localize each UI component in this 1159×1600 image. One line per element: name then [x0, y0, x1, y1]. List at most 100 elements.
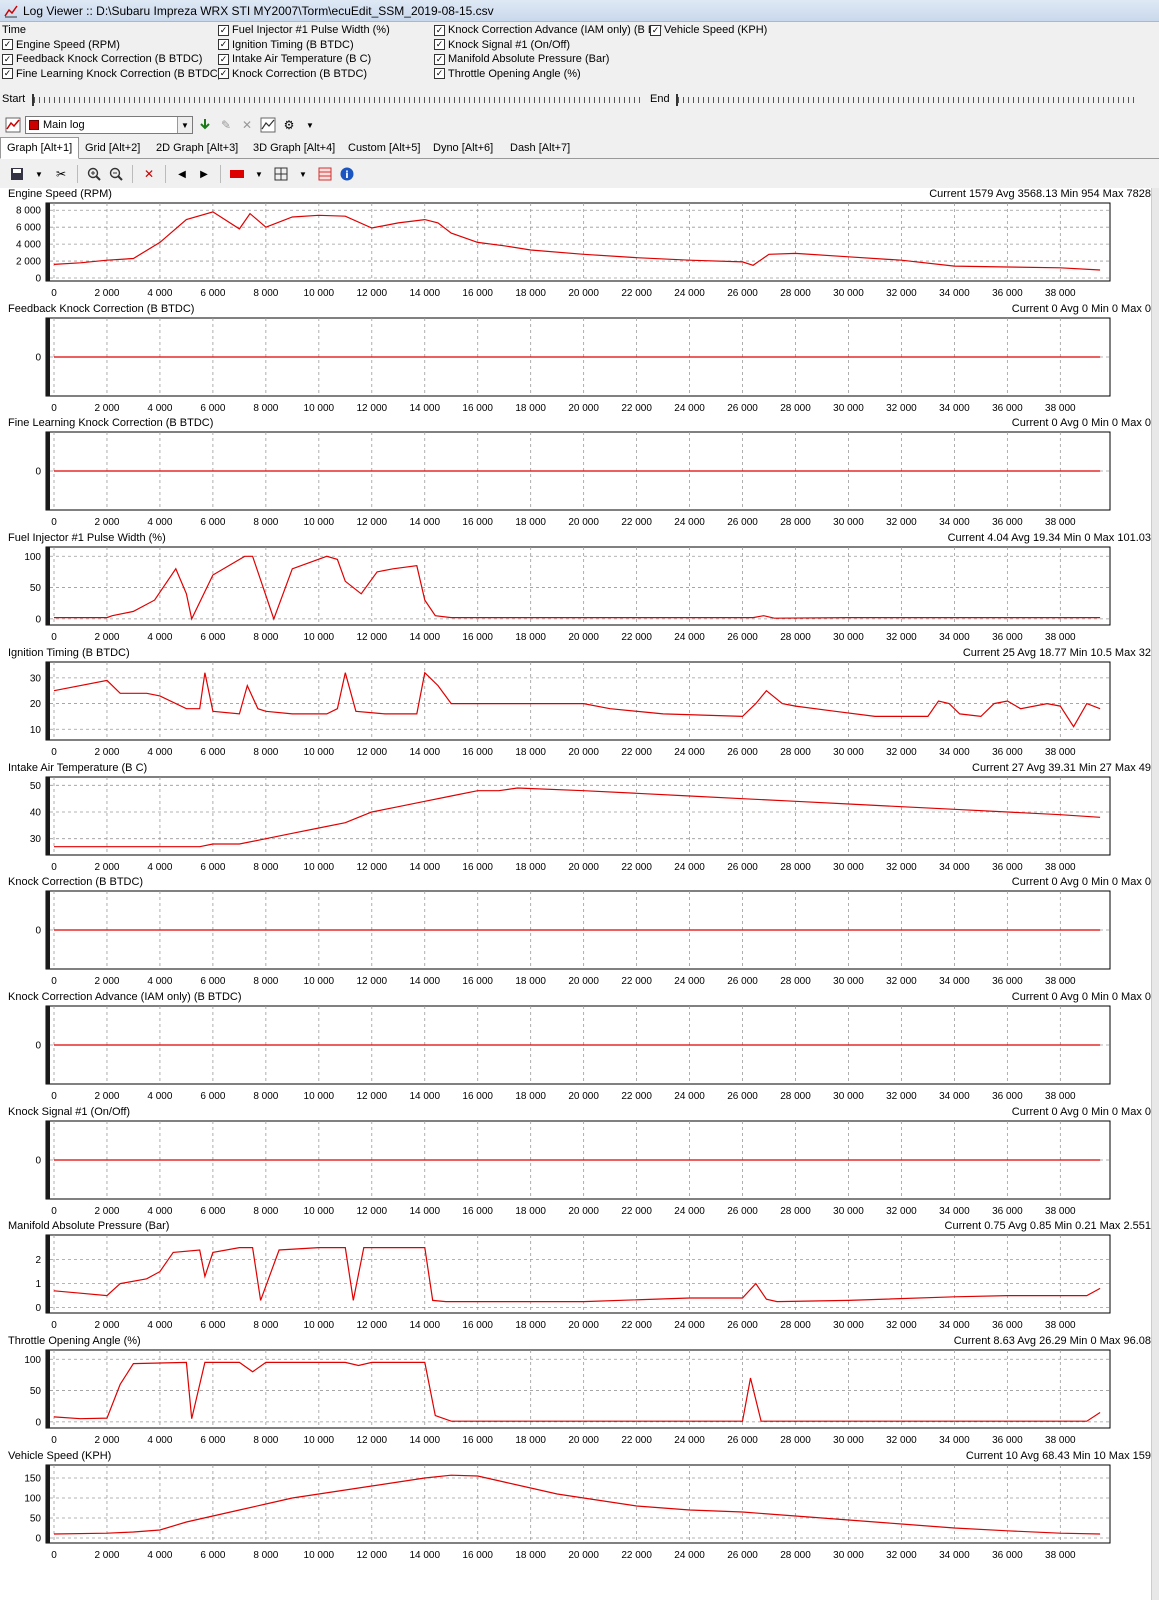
parameter-checkbox-8[interactable]: ✓ Knock Correction Advance (IAM only) (B …: [434, 24, 662, 36]
x-tick-label: 0: [51, 1320, 57, 1331]
checkbox-icon[interactable]: ✓: [218, 24, 229, 36]
x-tick-label: 4 000: [147, 1091, 172, 1102]
start-range-slider[interactable]: [32, 94, 642, 106]
parameter-checkbox-12[interactable]: ✓ Vehicle Speed (KPH): [650, 24, 767, 36]
graph-panel-8[interactable]: Knock Signal #1 (On/Off) Current 0 Avg 0 …: [0, 1106, 1159, 1221]
checkbox-icon[interactable]: ✓: [434, 53, 445, 65]
tab-0[interactable]: Graph [Alt+1]: [0, 137, 80, 159]
graph-plot[interactable]: 0 2 000 4 000 6 000 8 000 10 000 12 000 14 000 1…: [0, 876, 1159, 991]
graph-panel-6[interactable]: Knock Correction (B BTDC) Current 0 Avg 0…: [0, 876, 1159, 991]
parameter-checkbox-5[interactable]: ✓ Ignition Timing (B BTDC): [218, 39, 354, 51]
plot-left-bar: [46, 1464, 50, 1543]
graph-plot[interactable]: 0 2 000 4 000 6 000 8 000 10 000 12 000 14 000 1…: [0, 762, 1159, 877]
tab-4[interactable]: Custom [Alt+5]: [348, 142, 421, 154]
x-tick-label: 26 000: [727, 517, 758, 528]
x-tick-label: 10 000: [304, 1206, 335, 1217]
save-icon[interactable]: [8, 165, 26, 183]
tab-2[interactable]: 2D Graph [Alt+3]: [156, 142, 239, 154]
graph-plot[interactable]: 0 2 000 4 000 6 000 8 000 10 000 12 000 14 000 1…: [0, 1106, 1159, 1221]
close-log-icon[interactable]: ✕: [241, 118, 253, 132]
chevron-down-icon[interactable]: ▼: [255, 169, 263, 179]
graph-plot[interactable]: 0 2 000 4 000 6 000 8 000 10 000 12 000 14 000 1…: [0, 647, 1159, 762]
graph-plot[interactable]: 0 2 000 4 000 6 000 8 000 10 000 12 000 14 000 1…: [0, 991, 1159, 1106]
edit-log-icon[interactable]: ✎: [220, 118, 232, 132]
add-graph-icon[interactable]: [259, 116, 277, 134]
x-tick-label: 8 000: [253, 517, 278, 528]
checkbox-icon[interactable]: ✓: [218, 39, 229, 50]
checkbox-icon[interactable]: ✓: [2, 39, 13, 50]
graph-plot[interactable]: 0 2 000 4 000 6 000 8 000 10 000 12 000 14 000 1…: [0, 532, 1159, 647]
graph-mode-icon[interactable]: [4, 116, 22, 134]
zoom-out-icon[interactable]: [107, 165, 125, 183]
log-select[interactable]: Main log ▼: [25, 116, 193, 134]
graph-panel-7[interactable]: Knock Correction Advance (IAM only) (B B…: [0, 991, 1159, 1106]
vertical-scrollbar[interactable]: [1151, 188, 1159, 1600]
tab-5[interactable]: Dyno [Alt+6]: [433, 142, 494, 154]
parameter-checkbox-11[interactable]: ✓ Throttle Opening Angle (%): [434, 68, 581, 80]
x-tick-label: 20 000: [568, 976, 599, 987]
parameter-checkbox-9[interactable]: ✓ Knock Signal #1 (On/Off): [434, 39, 570, 51]
checkbox-icon[interactable]: ✓: [218, 53, 229, 65]
parameter-checkbox-1[interactable]: ✓ Engine Speed (RPM): [2, 39, 120, 51]
checkbox-icon[interactable]: ✓: [218, 68, 229, 79]
graph-panel-2[interactable]: Fine Learning Knock Correction (B BTDC) C…: [0, 417, 1159, 532]
tab-6[interactable]: Dash [Alt+7]: [510, 142, 571, 154]
chevron-down-icon[interactable]: ▼: [306, 120, 314, 130]
checkbox-icon[interactable]: ✓: [2, 53, 13, 65]
zoom-in-icon[interactable]: [85, 165, 103, 183]
graph-panel-10[interactable]: Throttle Opening Angle (%) Current 8.63 A…: [0, 1335, 1159, 1450]
previous-icon[interactable]: ◀: [178, 168, 186, 180]
x-tick-label: 38 000: [1045, 862, 1076, 873]
x-tick-label: 30 000: [833, 747, 864, 758]
parameter-checkbox-4[interactable]: ✓ Fuel Injector #1 Pulse Width (%): [218, 24, 390, 36]
graph-panel-4[interactable]: Ignition Timing (B BTDC) Current 25 Avg 1…: [0, 647, 1159, 762]
layout-grid-icon[interactable]: [272, 165, 290, 183]
series-line: [54, 555, 1101, 621]
graph-panel-1[interactable]: Feedback Knock Correction (B BTDC) Curren…: [0, 303, 1159, 418]
graph-plot[interactable]: 0 2 000 4 000 6 000 8 000 10 000 12 000 14 000 1…: [0, 1335, 1159, 1450]
graph-panel-0[interactable]: Engine Speed (RPM) Current 1579 Avg 3568.…: [0, 188, 1159, 303]
checkbox-icon[interactable]: ✓: [434, 24, 445, 36]
download-arrow-icon[interactable]: [196, 116, 214, 134]
delete-icon[interactable]: ✕: [143, 167, 155, 181]
chevron-down-icon[interactable]: ▼: [177, 117, 192, 133]
graph-panel-11[interactable]: Vehicle Speed (KPH) Current 10 Avg 68.43 …: [0, 1450, 1159, 1565]
graph-plot[interactable]: 0 2 000 4 000 6 000 8 000 10 000 12 000 14 000 1…: [0, 303, 1159, 418]
parameter-checkbox-10[interactable]: ✓ Manifold Absolute Pressure (Bar): [434, 53, 609, 65]
graph-panel-5[interactable]: Intake Air Temperature (B C) Current 27 A…: [0, 762, 1159, 877]
next-icon[interactable]: ▶: [200, 168, 208, 180]
cut-icon[interactable]: ✂: [55, 167, 67, 181]
graph-plot[interactable]: 0 2 000 4 000 6 000 8 000 10 000 12 000 14 000 1…: [0, 417, 1159, 532]
parameter-checkbox-3[interactable]: ✓ Fine Learning Knock Correction (B BTDC): [2, 68, 221, 80]
parameter-checkbox-6[interactable]: ✓ Intake Air Temperature (B C): [218, 53, 371, 65]
view-tabs: Graph [Alt+1] Grid [Alt+2] 2D Graph [Alt+3…: [0, 137, 1159, 159]
end-range-slider[interactable]: [676, 94, 1136, 106]
tab-1[interactable]: Grid [Alt+2]: [85, 142, 141, 154]
checkbox-icon[interactable]: ✓: [650, 24, 661, 36]
x-tick-label: 28 000: [780, 862, 811, 873]
checkbox-icon[interactable]: ✓: [434, 68, 445, 79]
settings-icon[interactable]: ⚙: [283, 118, 295, 132]
table-view-icon[interactable]: [316, 165, 334, 183]
trace-color-icon[interactable]: [228, 165, 246, 183]
x-tick-label: 32 000: [886, 747, 917, 758]
info-icon[interactable]: i: [338, 165, 356, 183]
x-tick-label: 6 000: [200, 976, 225, 987]
x-tick-label: 38 000: [1045, 1091, 1076, 1102]
checkbox-icon[interactable]: ✓: [2, 68, 13, 79]
graph-stats: Current 10 Avg 68.43 Min 10 Max 159: [965, 1449, 1151, 1462]
chevron-down-icon[interactable]: ▼: [299, 169, 307, 179]
tab-3[interactable]: 3D Graph [Alt+4]: [253, 142, 336, 154]
chevron-down-icon[interactable]: ▼: [35, 169, 43, 179]
x-tick-label: 6 000: [200, 747, 225, 758]
graph-panel-3[interactable]: Fuel Injector #1 Pulse Width (%) Current …: [0, 532, 1159, 647]
graph-plot[interactable]: 0 2 000 4 000 6 000 8 000 10 000 12 000 14 000 1…: [0, 1450, 1159, 1565]
x-tick-label: 8 000: [253, 403, 278, 414]
parameter-checkbox-2[interactable]: ✓ Feedback Knock Correction (B BTDC): [2, 53, 202, 65]
graph-plot[interactable]: 0 2 000 4 000 6 000 8 000 10 000 12 000 14 000 1…: [0, 1220, 1159, 1335]
x-tick-label: 8 000: [253, 862, 278, 873]
checkbox-icon[interactable]: ✓: [434, 39, 445, 50]
graph-plot[interactable]: 0 2 000 4 000 6 000 8 000 10 000 12 000 14 000 1…: [0, 188, 1159, 303]
graph-panel-9[interactable]: Manifold Absolute Pressure (Bar) Current …: [0, 1220, 1159, 1335]
parameter-checkbox-7[interactable]: ✓ Knock Correction (B BTDC): [218, 68, 367, 80]
